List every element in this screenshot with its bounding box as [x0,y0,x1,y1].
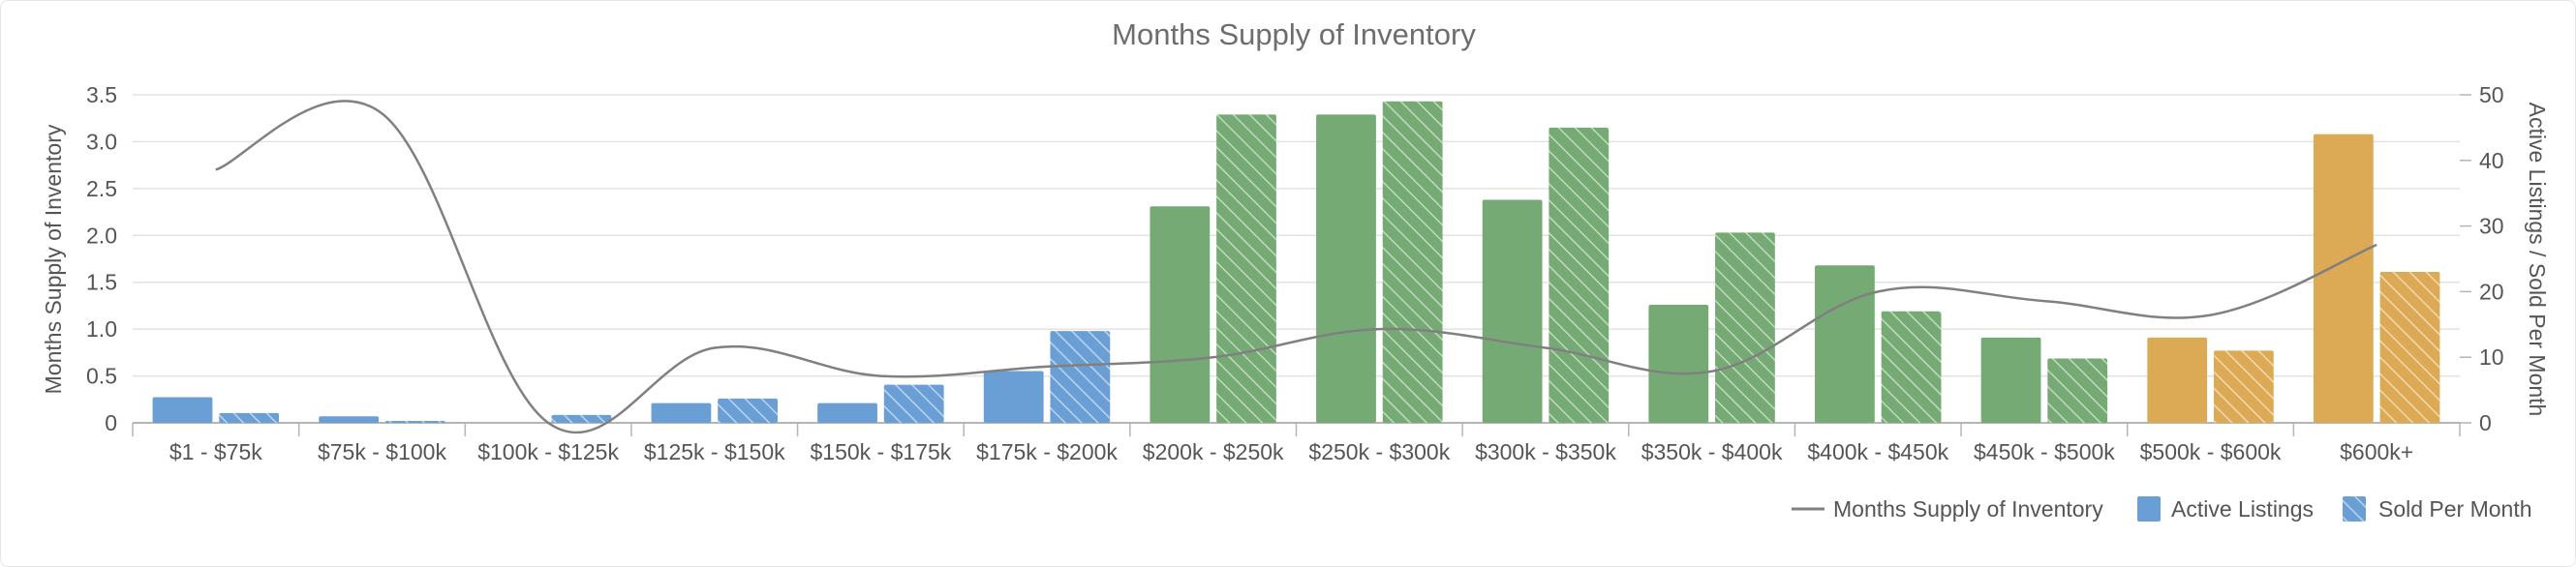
gridlines [133,94,2460,424]
x-tick-label: $250k - $300k [1308,439,1450,464]
x-tick-label: $500k - $600k [2140,439,2282,464]
bar-active-listings[interactable] [1815,265,1875,423]
bar-sold-per-month[interactable] [883,384,944,423]
bar-sold-per-month[interactable] [219,412,280,423]
right-tick-label: 30 [2479,214,2504,239]
x-axis-ticks: $1 - $75k $75k - $100k $100k - $125k $125k … [132,423,2461,464]
bar-sold-per-month[interactable] [2379,272,2440,423]
left-tick-label: 1.5 [86,270,117,295]
right-tick-label: 0 [2479,410,2492,435]
bar-active-listings[interactable] [1482,199,1543,423]
bar-sold-per-month[interactable] [1549,127,1610,423]
bar-sold-per-month[interactable] [1881,311,1942,423]
left-tick-label: 0.5 [86,364,117,389]
x-tick-label: $350k - $400k [1641,439,1783,464]
bar-active-listings[interactable] [152,397,213,423]
x-tick-label: $100k - $125k [477,439,619,464]
x-tick-label: $150k - $175k [811,439,952,464]
left-tick-label: 3.0 [86,129,117,154]
bar-active-listings[interactable] [1648,304,1709,423]
bar-sold-per-month[interactable] [1715,232,1775,423]
left-tick-label: 0 [105,410,117,435]
bar-active-listings[interactable] [1150,206,1211,423]
chart-title: Months Supply of Inventory [1112,17,1476,51]
bar-active-listings[interactable] [2147,337,2208,423]
bar-active-listings[interactable] [651,403,712,423]
right-axis-ticks: 0 10 20 30 40 50 [2460,82,2504,435]
legend-label-months-supply: Months Supply of Inventory [1833,496,2103,522]
legend: Months Supply of Inventory Active Listin… [1792,496,2532,522]
legend-item-sold-per-month[interactable]: Sold Per Month [2343,496,2532,522]
x-tick-label: $200k - $250k [1143,439,1284,464]
bar-active-listings[interactable] [983,371,1044,423]
legend-item-active-listings[interactable]: Active Listings [2137,496,2314,522]
left-tick-label: 1.0 [86,316,117,342]
right-tick-label: 50 [2479,82,2504,107]
right-tick-label: 20 [2479,279,2504,304]
x-tick-label: $175k - $200k [976,439,1118,464]
legend-label-sold-per-month: Sold Per Month [2378,496,2532,522]
bar-sold-per-month[interactable] [551,414,612,423]
right-axis-title: Active Listings / Sold Per Month [2525,103,2550,417]
legend-item-months-supply[interactable]: Months Supply of Inventory [1792,496,2103,522]
bar-sold-per-month[interactable] [1050,331,1111,423]
left-axis-title: Months Supply of Inventory [41,124,66,394]
bars [152,101,2440,423]
x-tick-label: $300k - $350k [1475,439,1616,464]
right-tick-label: 10 [2479,344,2504,370]
bar-active-listings[interactable] [817,403,877,423]
bar-active-listings[interactable] [1316,114,1376,423]
bar-active-listings[interactable] [319,416,380,423]
x-tick-label: $400k - $450k [1807,439,1948,464]
x-tick-label: $125k - $150k [644,439,785,464]
bar-active-listings[interactable] [1980,337,2041,423]
left-tick-label: 3.5 [86,82,117,107]
x-tick-label: $450k - $500k [1974,439,2115,464]
legend-label-active-listings: Active Listings [2171,496,2314,522]
x-tick-label: $600k+ [2340,439,2413,464]
right-tick-label: 40 [2479,148,2504,173]
bar-sold-per-month[interactable] [718,398,778,423]
left-axis-ticks: 0 0.5 1.0 1.5 2.0 2.5 3.0 3.5 [86,82,117,435]
x-tick-label: $75k - $100k [318,439,446,464]
bar-sold-per-month[interactable] [1382,101,1443,423]
bar-sold-per-month[interactable] [2213,350,2274,423]
bar-sold-per-month[interactable] [2047,358,2108,423]
months-supply-line [215,100,2377,434]
left-tick-label: 2.0 [86,223,117,248]
bar-active-listings[interactable] [2313,134,2374,423]
left-tick-label: 2.5 [86,176,117,201]
bar-sold-per-month[interactable] [1216,114,1276,423]
x-tick-label: $1 - $75k [169,439,262,464]
bar-sold-per-month[interactable] [384,420,445,423]
